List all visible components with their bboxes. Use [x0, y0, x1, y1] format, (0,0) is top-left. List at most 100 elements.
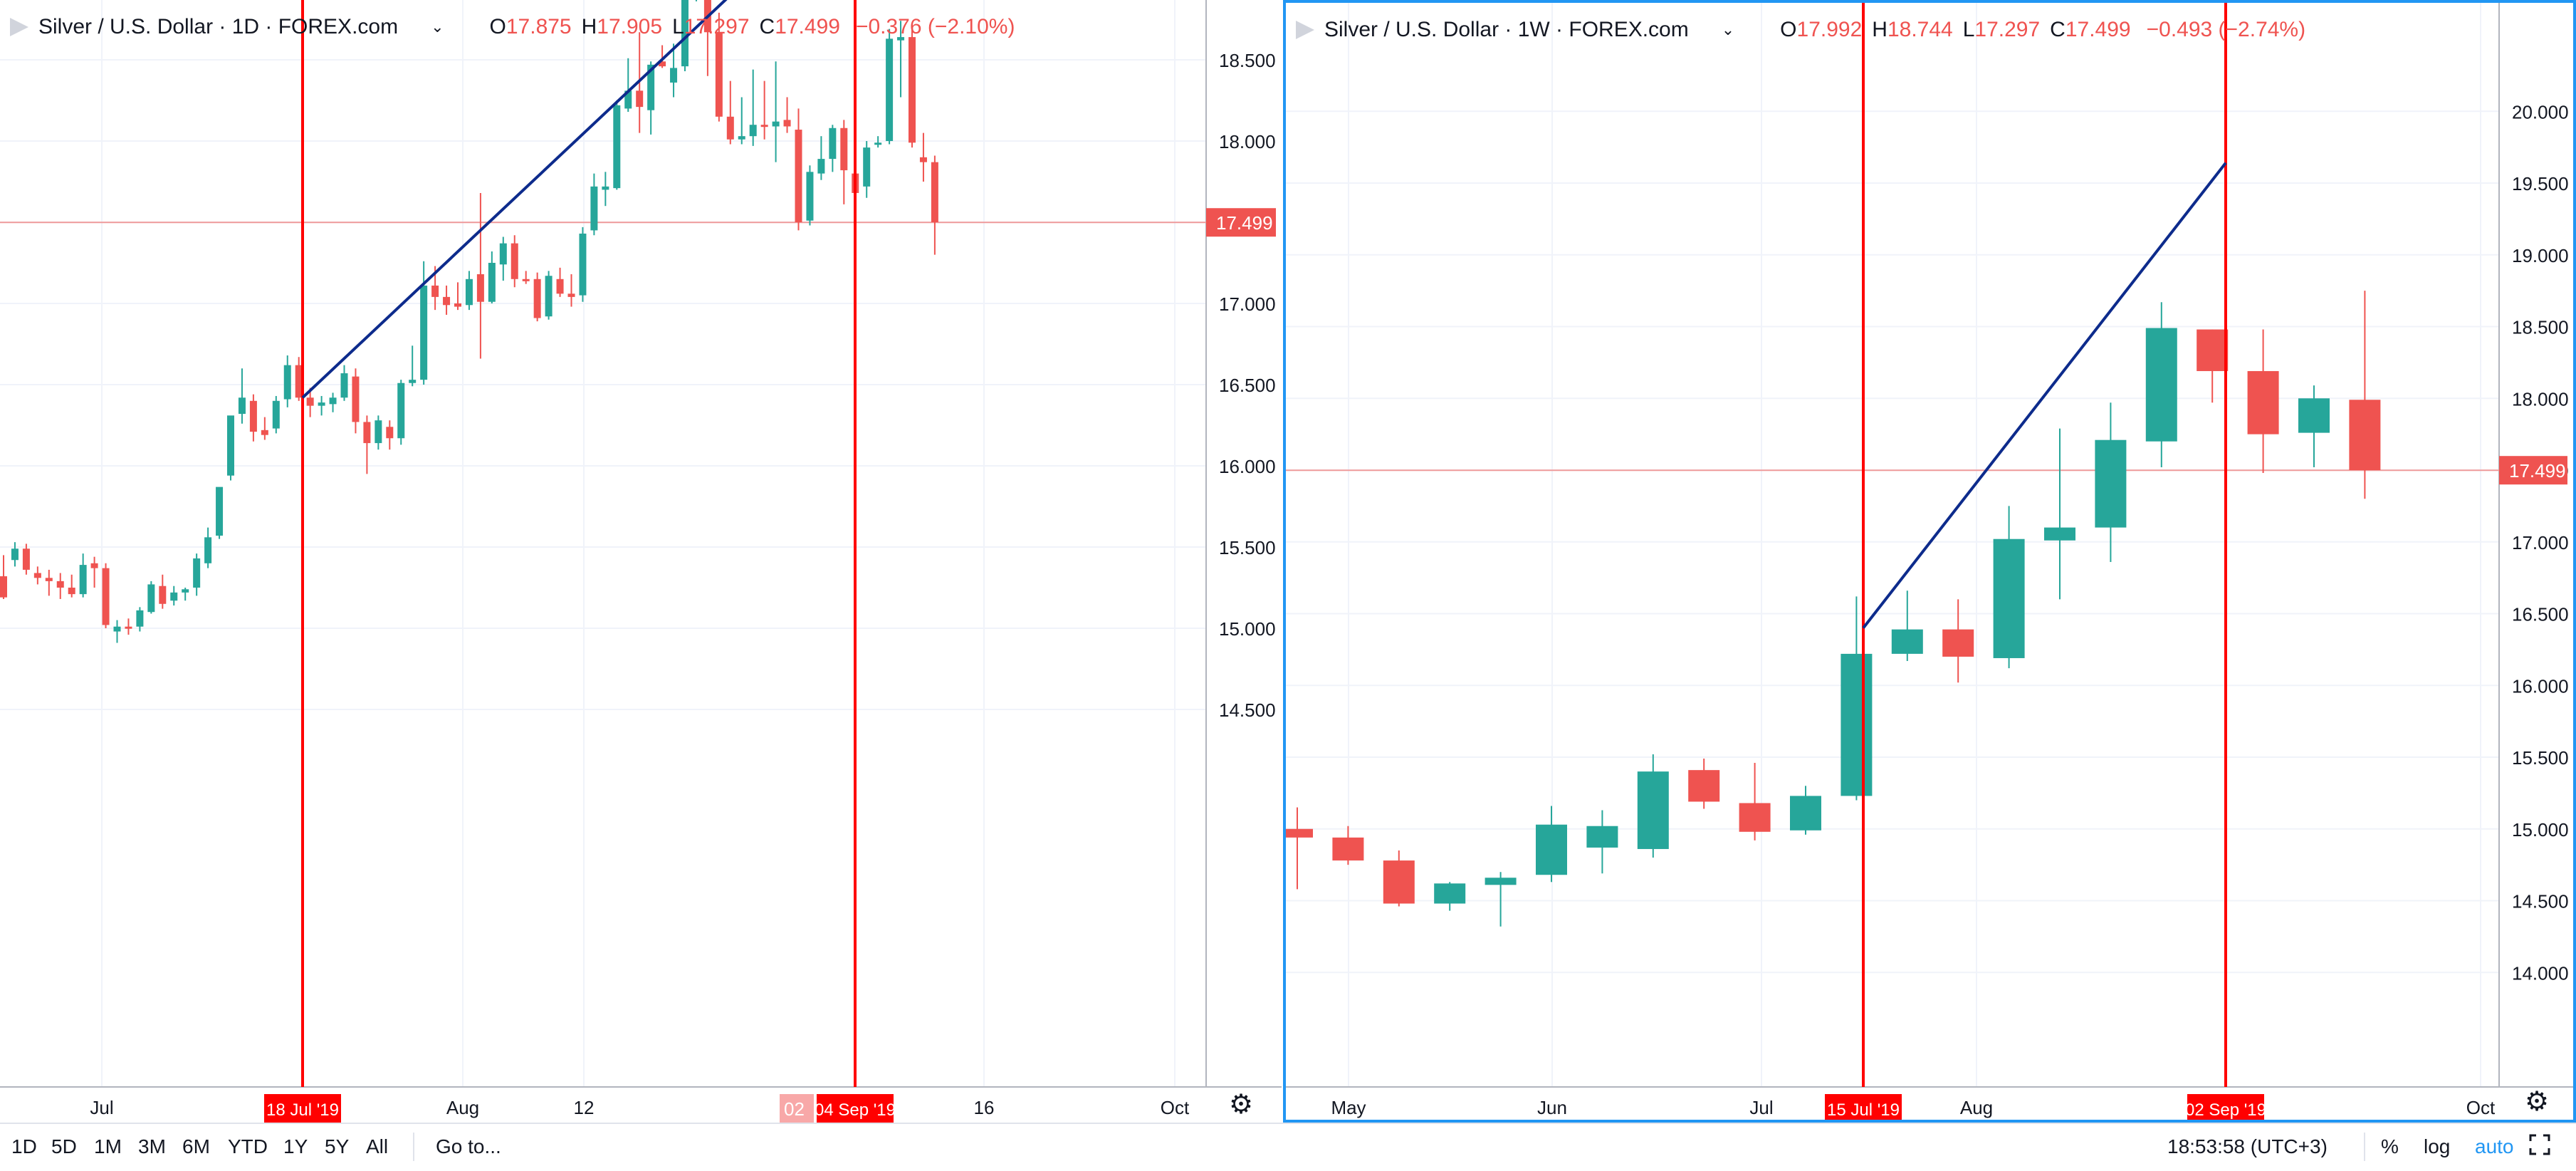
daily-candle — [715, 12, 723, 122]
candle-body — [45, 578, 53, 581]
weekly-x-tick-label: May — [1331, 1097, 1366, 1118]
weekly-low: 17.297 — [1974, 18, 2041, 41]
weekly-change: −0.493 (−2.74%) — [2146, 18, 2306, 41]
weekly-candle — [2095, 402, 2127, 562]
chevron-down-icon[interactable]: ⌄ — [1721, 21, 1735, 38]
collapse-arrow-icon[interactable] — [10, 18, 28, 36]
range-6m[interactable]: 6M — [182, 1135, 210, 1157]
candle-body — [90, 563, 98, 568]
candle-body — [579, 233, 587, 296]
weekly-y-tick-label: 17.000 — [2512, 532, 2569, 553]
daily-symbol-title[interactable]: Silver / U.S. Dollar · 1D · FOREX.com — [38, 15, 399, 38]
bottom-toolbar: 1D 5D 1M 3M 6M YTD 1Y 5Y All Go to... 18… — [0, 1123, 2576, 1171]
daily-candle — [829, 125, 837, 172]
candle-body — [11, 548, 19, 561]
candle-body — [1383, 860, 1415, 904]
daily-candle — [817, 136, 825, 180]
fullscreen-icon[interactable] — [2529, 1134, 2550, 1155]
auto-scale-button[interactable]: auto — [2475, 1135, 2514, 1157]
candle-body — [772, 121, 780, 127]
candle-body — [499, 243, 507, 265]
weekly-candle — [2349, 291, 2381, 499]
candle-body — [556, 279, 564, 294]
candle-body — [522, 279, 530, 281]
candle-body — [681, 0, 688, 67]
daily-close: 17.499 — [775, 15, 840, 38]
candle-body — [375, 420, 382, 444]
candle-body — [511, 243, 518, 279]
daily-chart[interactable]: 20.00019.50019.00018.50018.00017.50017.0… — [0, 0, 1282, 1123]
candle-body — [783, 120, 791, 127]
range-1y[interactable]: 1Y — [283, 1135, 308, 1157]
daily-candle — [545, 271, 553, 320]
weekly-candle — [1485, 872, 1517, 927]
candle-body — [2145, 328, 2177, 442]
range-1m[interactable]: 1M — [94, 1135, 122, 1157]
candle-body — [22, 548, 30, 570]
candle-body — [488, 263, 496, 302]
candle-body — [159, 586, 167, 604]
range-3m[interactable]: 3M — [138, 1135, 166, 1157]
daily-y-tick-label: 16.000 — [1219, 456, 1276, 477]
daily-high: 17.905 — [597, 15, 663, 38]
weekly-chart[interactable]: 20.00019.50019.00018.50018.00017.50017.0… — [1286, 3, 2573, 1120]
collapse-arrow-icon[interactable] — [1296, 21, 1314, 39]
candle-body — [545, 276, 553, 317]
chevron-down-icon[interactable]: ⌄ — [431, 18, 444, 36]
log-scale-button[interactable]: log — [2424, 1135, 2451, 1157]
daily-candle — [397, 380, 405, 445]
daily-price-label-bg — [1206, 208, 1276, 237]
weekly-x-tick-label: Jul — [1749, 1097, 1773, 1118]
weekly-high: 18.744 — [1887, 18, 1953, 41]
weekly-x-tick-label: Oct — [2466, 1097, 2496, 1118]
weekly-candle — [1942, 599, 1974, 683]
daily-candle — [295, 357, 303, 401]
daily-candle — [659, 45, 666, 68]
weekly-y-tick-label: 15.000 — [2512, 819, 2569, 840]
range-1d[interactable]: 1D — [11, 1135, 37, 1157]
daily-candle — [204, 527, 212, 568]
clock[interactable]: 18:53:58 (UTC+3) — [2167, 1135, 2328, 1157]
weekly-y-tick-label: 18.500 — [2512, 317, 2569, 338]
go-to-button[interactable]: Go to... — [436, 1135, 501, 1157]
weekly-candle — [1383, 850, 1415, 907]
weekly-y-tick-label: 20.000 — [2512, 101, 2569, 123]
candle-body — [113, 626, 121, 632]
weekly-x-tick-label: Jun — [1537, 1097, 1567, 1118]
faded-marker-text: 02 — [784, 1098, 805, 1120]
candle-body — [363, 422, 371, 444]
candle-body — [2044, 527, 2075, 541]
daily-candle — [886, 28, 894, 145]
daily-candle — [11, 542, 19, 567]
weekly-candle — [2298, 385, 2330, 467]
daily-candle — [409, 345, 417, 387]
daily-candle — [909, 27, 916, 148]
daily-candle — [738, 97, 745, 145]
range-5d[interactable]: 5D — [51, 1135, 77, 1157]
range-all[interactable]: All — [366, 1135, 389, 1157]
weekly-chart-pane[interactable]: 20.00019.50019.00018.50018.00017.50017.0… — [1283, 0, 2576, 1123]
gear-icon[interactable]: ⚙ — [2525, 1087, 2550, 1117]
candle-body — [533, 279, 541, 318]
candle-body — [329, 397, 337, 405]
daily-candle — [931, 155, 938, 255]
range-ytd[interactable]: YTD — [228, 1135, 268, 1157]
weekly-symbol-title[interactable]: Silver / U.S. Dollar · 1W · FOREX.com — [1324, 18, 1689, 41]
daily-candle — [272, 395, 280, 434]
daily-candle — [695, 0, 697, 1]
daily-x-tick-label: Aug — [446, 1097, 479, 1118]
daily-candle — [783, 97, 791, 133]
weekly-trend-line — [1862, 162, 2227, 629]
percent-scale-button[interactable]: % — [2381, 1135, 2399, 1157]
weekly-candle — [1993, 506, 2025, 669]
daily-candle — [795, 108, 802, 231]
daily-candle — [238, 368, 246, 424]
candle-body — [760, 125, 768, 127]
gear-icon[interactable]: ⚙ — [1229, 1090, 1254, 1120]
range-5y[interactable]: 5Y — [325, 1135, 350, 1157]
daily-chart-pane[interactable]: 20.00019.50019.00018.50018.00017.50017.0… — [0, 0, 1282, 1123]
daily-candle — [170, 586, 178, 606]
weekly-candle — [1586, 810, 1618, 874]
candle-body — [272, 400, 280, 429]
daily-change: −0.376 (−2.10%) — [855, 15, 1015, 38]
